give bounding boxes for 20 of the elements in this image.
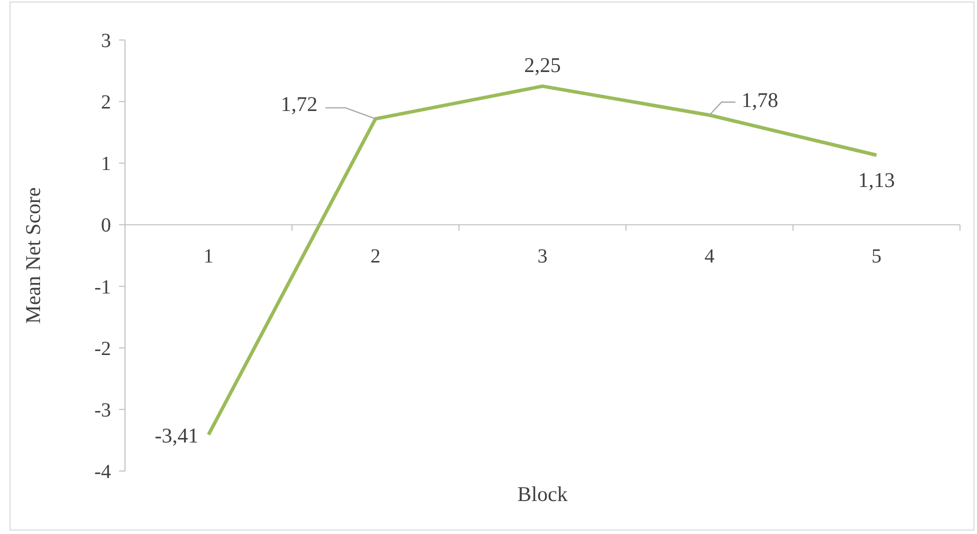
x-tick-label: 4 (704, 246, 714, 268)
data-label: 1,78 (742, 88, 778, 112)
y-tick-label: -2 (94, 338, 111, 360)
y-tick-label: -3 (94, 399, 111, 422)
y-tick-label: 3 (101, 30, 111, 52)
y-tick-label: 0 (101, 214, 111, 237)
data-label: 1,72 (280, 92, 318, 116)
x-axis-title: Block (517, 482, 568, 506)
x-tick-label: 1 (204, 246, 214, 268)
x-tick-label: 2 (370, 246, 380, 268)
y-tick-label: -4 (94, 461, 111, 483)
y-tick-label: 2 (101, 92, 111, 114)
data-label: 2,25 (524, 53, 561, 78)
x-tick-label: 5 (872, 246, 882, 268)
y-tick-label: 1 (101, 153, 111, 176)
data-label: 1,13 (858, 168, 895, 192)
data-label: -3,41 (154, 424, 198, 448)
x-tick-label: 3 (538, 246, 548, 268)
y-axis-title: Mean Net Score (21, 187, 45, 324)
y-tick-label: -1 (94, 276, 111, 298)
